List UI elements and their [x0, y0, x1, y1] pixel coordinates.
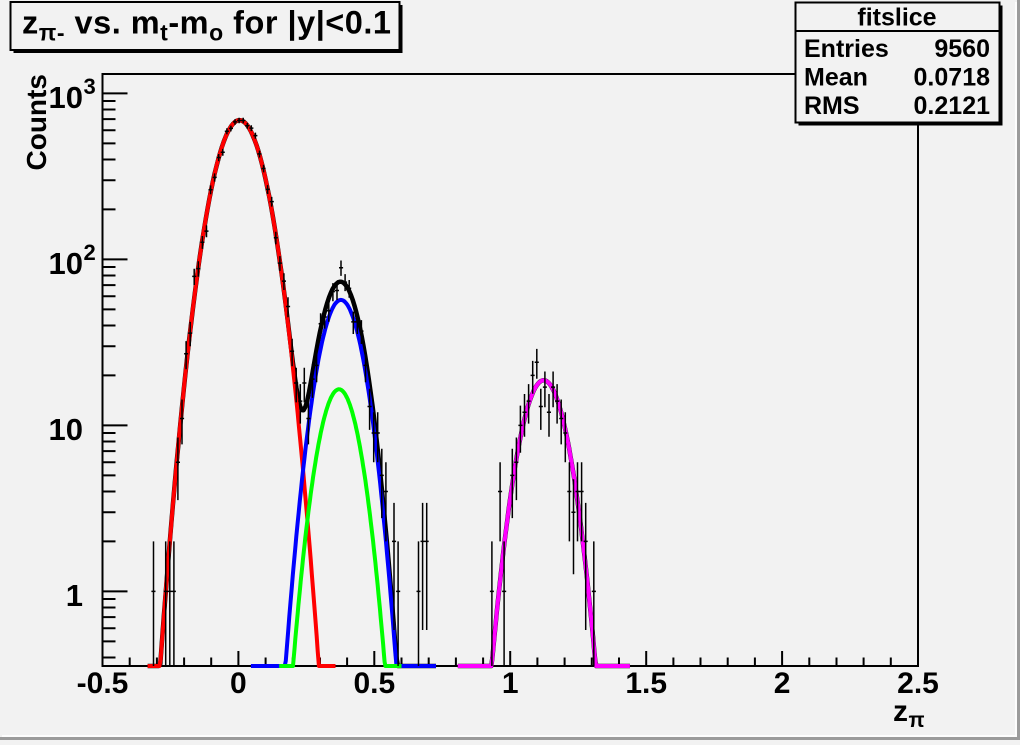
- svg-text:0.0718: 0.0718: [914, 64, 991, 92]
- svg-text:3: 3: [84, 74, 96, 99]
- svg-text:-0.5: -0.5: [77, 667, 129, 700]
- svg-text:2.5: 2.5: [897, 667, 939, 700]
- svg-text:10: 10: [49, 80, 83, 115]
- svg-text:2: 2: [774, 667, 791, 700]
- svg-text:1: 1: [502, 667, 519, 700]
- svg-text:zπ- vs. mt-mo for |y|<0.1: zπ- vs. mt-mo for |y|<0.1: [22, 5, 391, 46]
- svg-text:9560: 9560: [934, 35, 990, 63]
- svg-text:π: π: [909, 709, 925, 732]
- svg-text:0: 0: [230, 667, 247, 700]
- svg-text:1: 1: [66, 578, 83, 613]
- svg-text:Mean: Mean: [804, 64, 868, 92]
- svg-text:0.5: 0.5: [353, 667, 395, 700]
- svg-text:RMS: RMS: [804, 92, 860, 120]
- svg-text:fitslice: fitslice: [857, 4, 936, 32]
- svg-text:Counts: Counts: [21, 74, 52, 170]
- svg-text:10: 10: [49, 246, 83, 281]
- svg-text:z: z: [893, 695, 908, 728]
- svg-text:2: 2: [84, 240, 96, 265]
- svg-text:0.2121: 0.2121: [914, 92, 991, 120]
- svg-text:Entries: Entries: [804, 35, 889, 63]
- svg-text:1.5: 1.5: [625, 667, 667, 700]
- svg-text:10: 10: [49, 412, 83, 447]
